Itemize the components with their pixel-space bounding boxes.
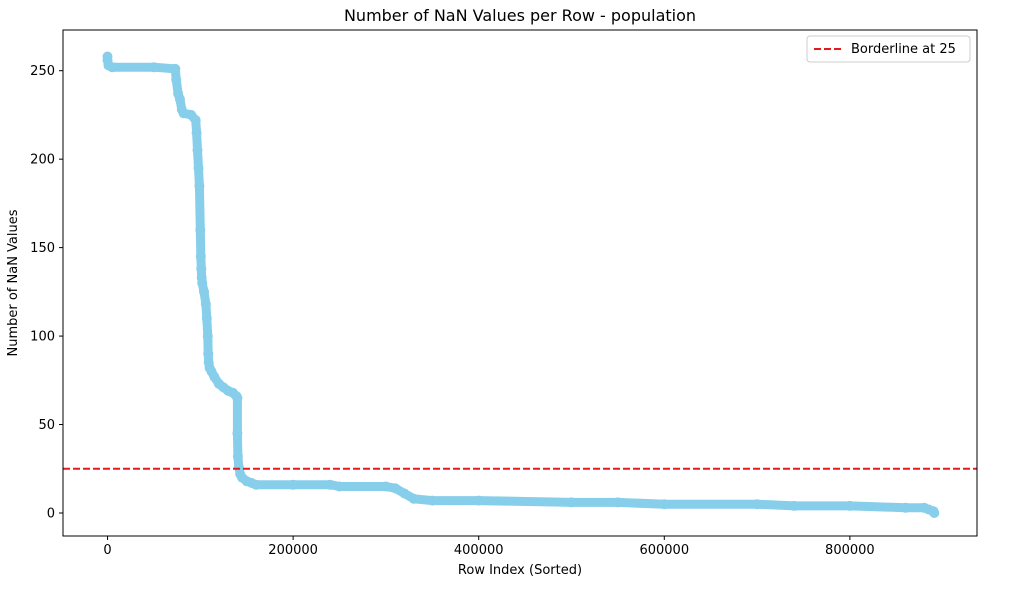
data-point: [399, 488, 410, 499]
data-point: [199, 286, 209, 297]
data-point: [844, 500, 855, 511]
data-point: [251, 479, 261, 490]
data-point: [659, 499, 670, 510]
data-point: [232, 428, 243, 439]
series-layer: [102, 51, 940, 518]
chart-title: Number of NaN Values per Row - populatio…: [344, 6, 696, 25]
y-tick-label: 250: [30, 64, 55, 79]
data-point: [408, 493, 419, 504]
data-point: [178, 108, 189, 119]
data-point: [197, 278, 208, 288]
data-point: [427, 495, 438, 506]
data-point: [752, 499, 763, 510]
x-tick-label: 0: [103, 543, 111, 558]
data-point: [107, 62, 118, 73]
data-point: [900, 502, 911, 513]
data-point: [190, 115, 201, 126]
data-point: [325, 479, 336, 490]
data-point: [232, 451, 243, 462]
data-point: [288, 479, 299, 490]
data-point: [612, 497, 623, 508]
data-point: [174, 94, 185, 104]
data-point: [390, 483, 401, 494]
x-tick-label: 200000: [268, 543, 318, 558]
data-point: [200, 299, 211, 310]
x-tick-label: 600000: [639, 543, 689, 558]
data-point: [473, 495, 484, 506]
data-point: [191, 127, 202, 138]
data-point: [148, 62, 159, 73]
data-point: [196, 263, 207, 274]
y-tick-label: 100: [30, 330, 55, 345]
data-point: [171, 74, 182, 85]
data-point: [195, 224, 206, 235]
data-point: [334, 481, 345, 492]
x-tick-label: 400000: [454, 543, 504, 558]
legend-box: [806, 35, 971, 63]
data-point: [192, 145, 203, 156]
y-tick-label: 200: [30, 153, 55, 168]
data-point: [203, 348, 214, 359]
y-tick-label: 0: [47, 507, 55, 522]
y-tick-label: 150: [30, 241, 55, 256]
x-tick-label: 800000: [825, 543, 875, 558]
plot-frame: [62, 29, 978, 537]
series-line: [103, 52, 939, 518]
legend: Borderline at 25: [806, 35, 971, 63]
data-point: [202, 331, 213, 342]
legend-label-threshold: Borderline at 25: [851, 42, 956, 57]
data-point: [195, 251, 206, 262]
y-axis: 0 50 100 150 200 250: [30, 64, 63, 522]
data-point: [380, 481, 391, 492]
y-axis-label: Number of NaN Values: [6, 209, 21, 356]
data-point: [789, 500, 800, 511]
data-point: [566, 497, 577, 508]
data-point: [170, 63, 181, 74]
data-point: [193, 163, 204, 173]
x-axis-label: Row Index (Sorted): [458, 563, 582, 578]
data-point: [201, 313, 212, 324]
series-line-core: [106, 56, 935, 514]
x-axis: 0 200000 400000 600000 800000: [103, 536, 875, 558]
data-point: [232, 393, 243, 403]
y-tick-label: 50: [38, 418, 55, 433]
data-point: [929, 508, 940, 518]
data-point: [194, 180, 205, 191]
